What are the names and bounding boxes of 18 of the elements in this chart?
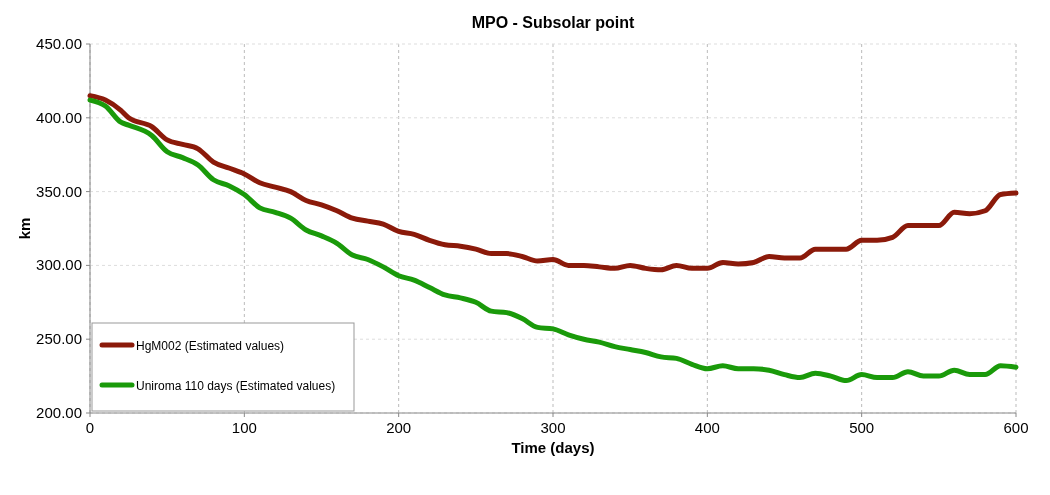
x-tick-label: 300 [540,419,566,436]
y-tick-label: 300.00 [36,256,82,274]
legend-label: Uniroma 110 days (Estimated values) [136,379,336,393]
x-tick-label: 0 [85,419,95,436]
x-axis-title: Time (days) [511,439,595,456]
y-tick-label: 350.00 [36,182,82,200]
x-tick-label: 100 [231,419,257,436]
x-tick-label: 200 [386,419,412,436]
y-axis-title: km [16,217,33,240]
y-tick-label: 250.00 [36,330,82,348]
x-tick-label: 600 [1003,419,1029,436]
y-tick-label: 200.00 [36,404,82,421]
legend-label: HgM002 (Estimated values) [136,339,285,353]
y-tick-label: 450.00 [36,35,82,52]
chart-title: MPO - Subsolar point [471,14,635,31]
y-tick-label: 400.00 [36,108,82,126]
x-tick-label: 400 [694,419,720,436]
x-tick-label: 500 [849,419,875,436]
